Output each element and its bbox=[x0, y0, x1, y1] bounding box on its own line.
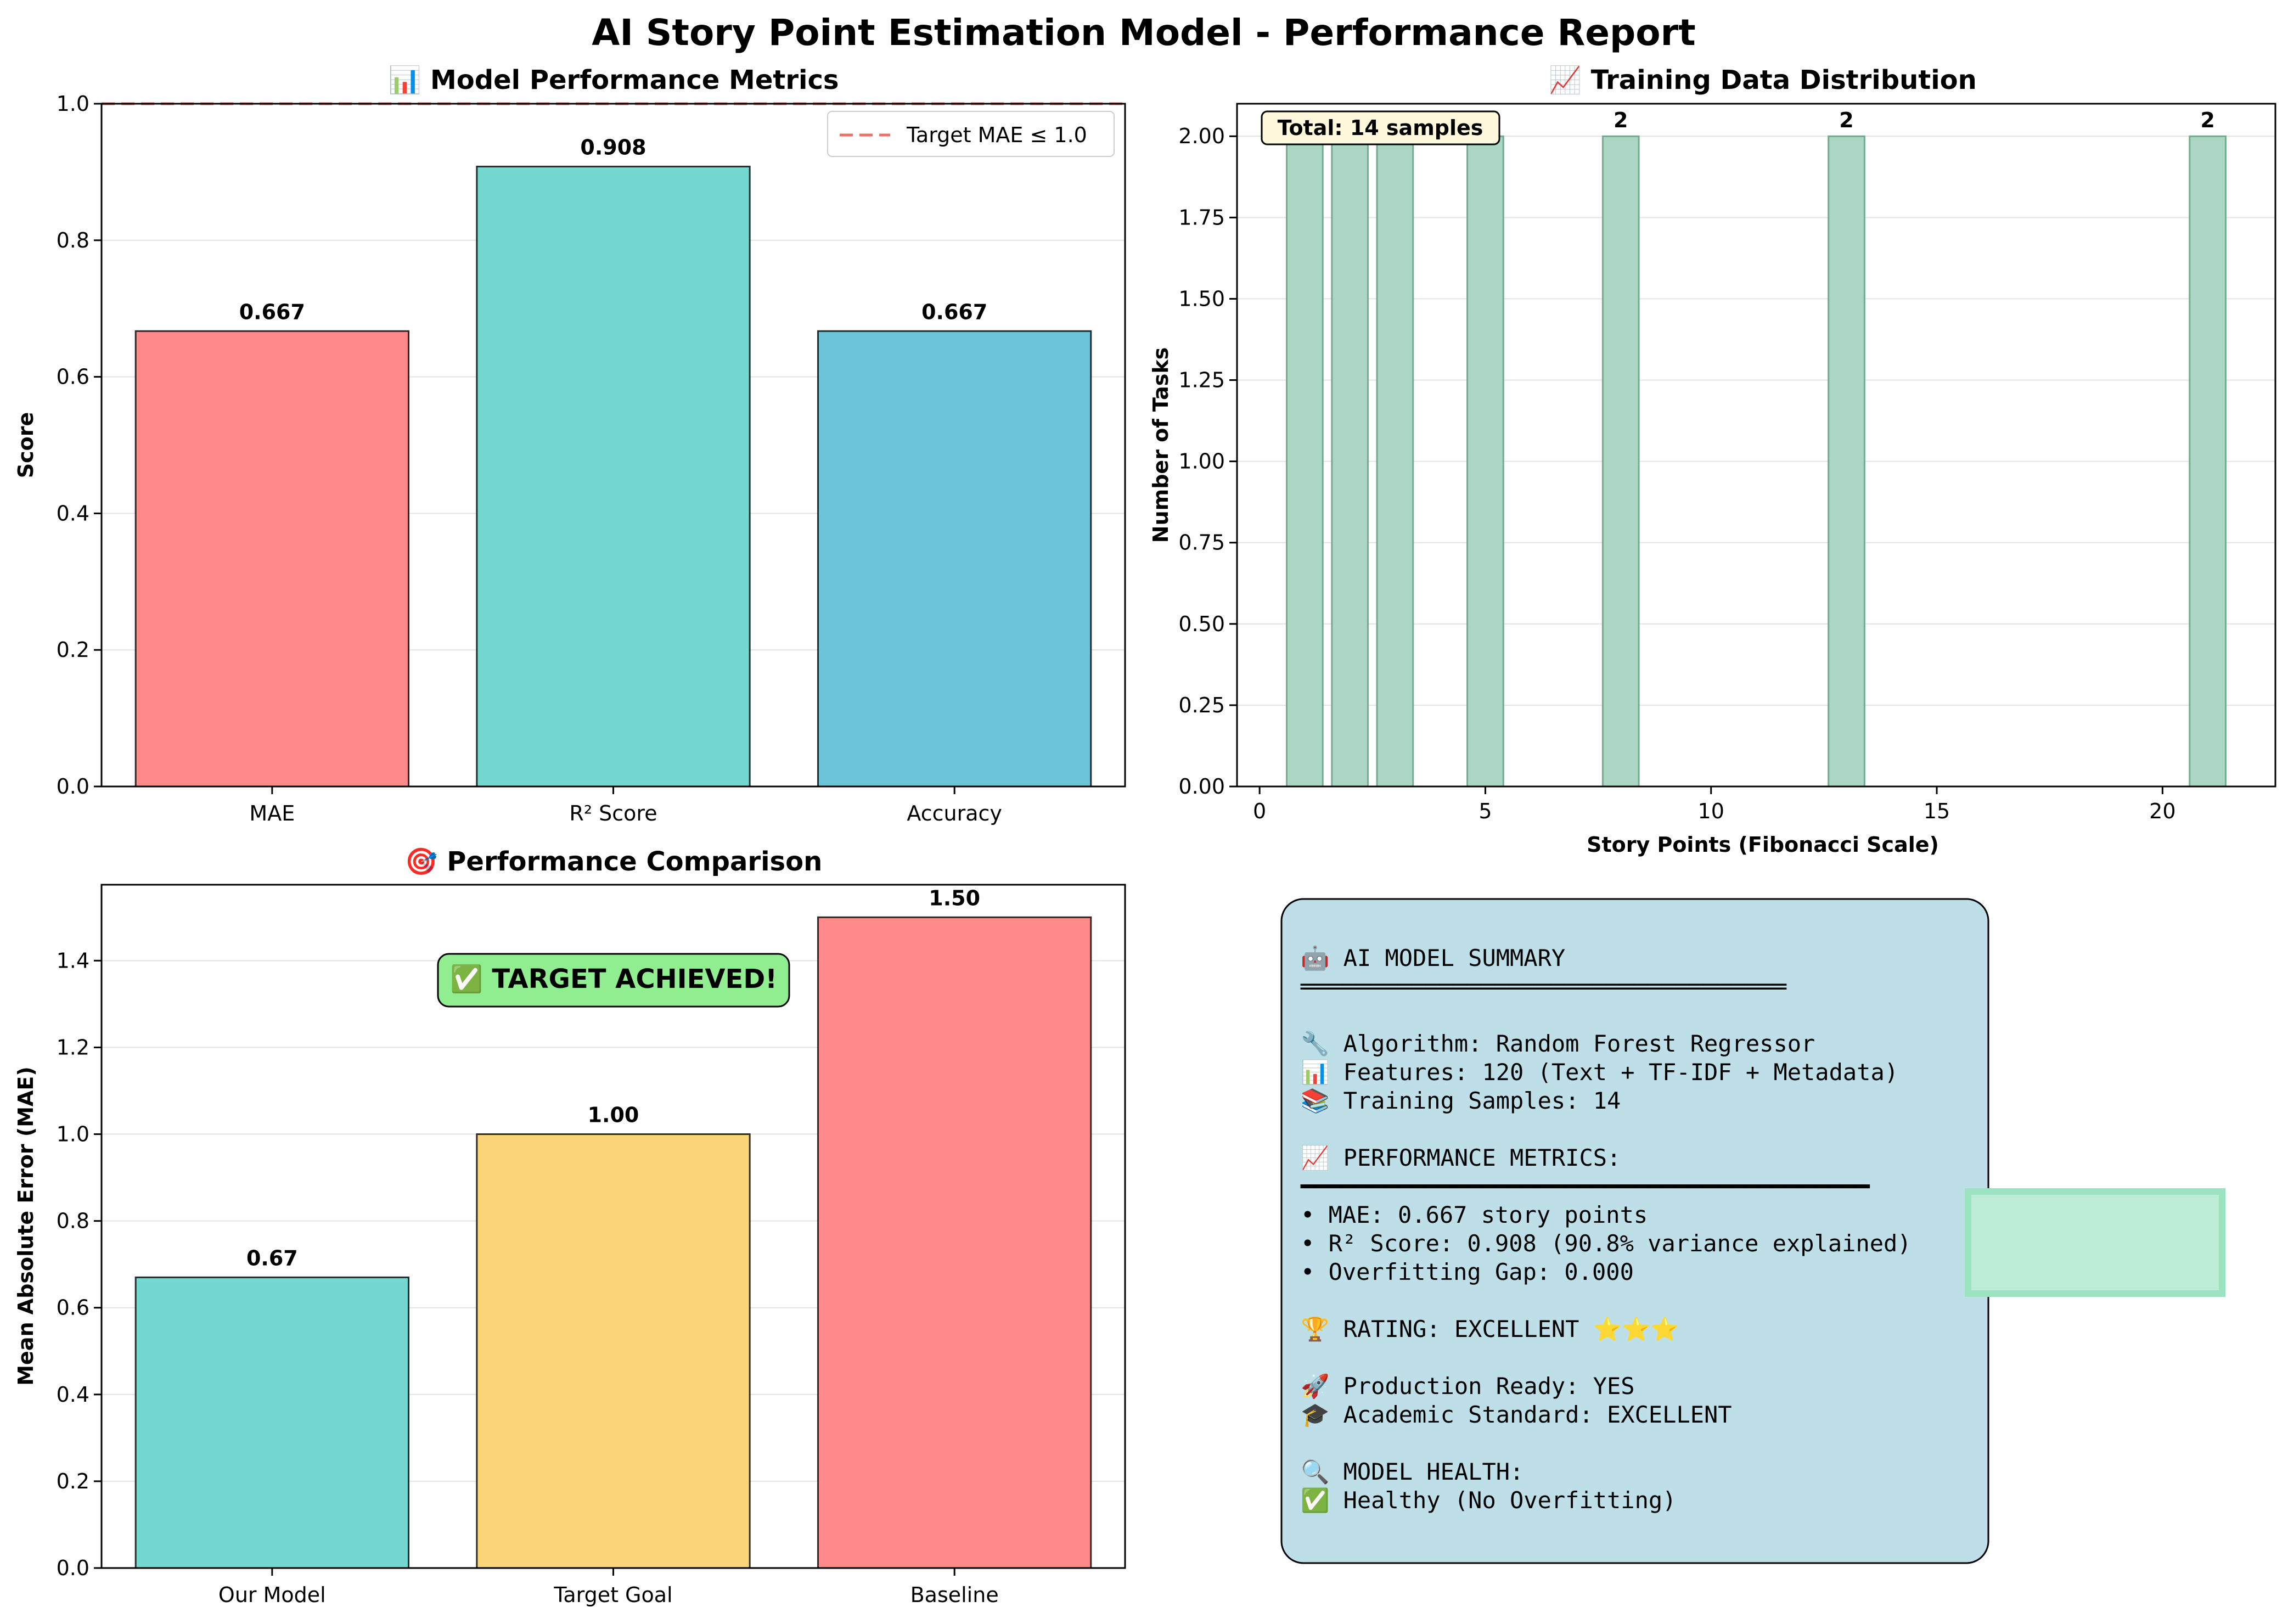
summary-line: ✅ Healthy (No Overfitting) bbox=[1301, 1487, 1676, 1514]
distribution-chart-title: 📈 Training Data Distribution bbox=[1549, 65, 1977, 95]
total-samples-box: Total: 14 samples bbox=[1261, 110, 1500, 145]
distribution-y-tick-label: 0.50 bbox=[1178, 612, 1225, 636]
distribution-bar bbox=[1331, 135, 1369, 788]
comparison-bar bbox=[476, 1133, 751, 1569]
metrics-chart-title: 📊 Model Performance Metrics bbox=[389, 65, 839, 95]
distribution-bar bbox=[1601, 135, 1640, 788]
distribution-bar bbox=[1285, 135, 1324, 788]
summary-line: ═══════════════════════════════════ bbox=[1300, 973, 1787, 1000]
comparison-y-tick-label: 0.8 bbox=[57, 1209, 89, 1233]
distribution-plot-frame bbox=[1236, 103, 2276, 788]
metrics-bar-value-label: 0.667 bbox=[921, 300, 987, 324]
comparison-bar-value-label: 1.00 bbox=[588, 1103, 639, 1127]
comparison-y-tick-label: 0.2 bbox=[57, 1469, 89, 1493]
metrics-y-tick-label: 1.0 bbox=[57, 92, 89, 116]
summary-line: ━━━━━━━━━━━━━━━━━━━━━━━━━━━━━━━━━━━━━━━━… bbox=[1300, 1173, 1870, 1200]
distribution-x-tick-label: 15 bbox=[1924, 799, 1950, 823]
metrics-x-tick-label: R² Score bbox=[569, 801, 657, 825]
distribution-x-axis-label: Story Points (Fibonacci Scale) bbox=[1587, 833, 1939, 857]
distribution-bar bbox=[1828, 135, 1865, 788]
metrics-x-tick-label: Accuracy bbox=[907, 801, 1002, 825]
metrics-y-tick-label: 0.8 bbox=[57, 228, 89, 252]
summary-line: 🎓 Academic Standard: EXCELLENT bbox=[1301, 1401, 1732, 1428]
summary-line: 📚 Training Samples: 14 bbox=[1301, 1087, 1621, 1114]
distribution-y-tick-label: 2.00 bbox=[1178, 124, 1225, 148]
total-samples-label: Total: 14 samples bbox=[1278, 116, 1483, 140]
metrics-chart: 📊 Model Performance Metrics 0.667 0.908 0.… bbox=[14, 65, 1126, 825]
distribution-chart: 📈 Training Data Distribution 2222222 0.0… bbox=[1149, 65, 2276, 857]
summary-line: 📊 Features: 120 (Text + TF-IDF + Metadat… bbox=[1301, 1059, 1898, 1086]
comparison-chart: 🎯 Performance Comparison 0.67 1.00 1.50 0.… bbox=[14, 846, 1126, 1607]
distribution-x-tick-label: 10 bbox=[1698, 799, 1724, 823]
target-achieved-badge: ✅ TARGET ACHIEVED! bbox=[437, 953, 790, 1008]
comparison-y-tick-label: 0.0 bbox=[57, 1556, 89, 1580]
distribution-y-axis-label: Number of Tasks bbox=[1149, 347, 1173, 543]
distribution-y-tick-label: 1.25 bbox=[1178, 368, 1225, 392]
metrics-bar bbox=[134, 330, 410, 788]
metrics-y-tick-label: 0.0 bbox=[57, 774, 89, 799]
summary-line: • R² Score: 0.908 (90.8% variance explai… bbox=[1301, 1230, 1912, 1257]
metrics-y-tick-label: 0.4 bbox=[57, 501, 89, 525]
comparison-x-tick-label: Our Model bbox=[218, 1583, 326, 1607]
metrics-bar-value-label: 0.667 bbox=[239, 300, 305, 324]
summary-line: 🏆 RATING: EXCELLENT ⭐⭐⭐ bbox=[1301, 1316, 1679, 1342]
comparison-x-tick-label: Baseline bbox=[910, 1583, 999, 1607]
distribution-y-tick-label: 1.50 bbox=[1178, 286, 1225, 311]
distribution-bar bbox=[2189, 135, 2227, 788]
comparison-bar bbox=[817, 916, 1092, 1569]
summary-line: 🔍 MODEL HEALTH: bbox=[1301, 1457, 1524, 1485]
distribution-y-tick-label: 1.75 bbox=[1178, 205, 1225, 229]
target-achieved-label: ✅ TARGET ACHIEVED! bbox=[450, 964, 777, 994]
comparison-y-tick-label: 1.0 bbox=[57, 1122, 89, 1147]
distribution-y-tick-label: 0.75 bbox=[1178, 531, 1225, 555]
metrics-legend-label: Target MAE ≤ 1.0 bbox=[906, 123, 1087, 147]
distribution-bar bbox=[1466, 135, 1504, 788]
distribution-x-tick-label: 5 bbox=[1479, 799, 1492, 823]
summary-accent-box bbox=[1965, 1188, 2225, 1297]
metrics-bar bbox=[476, 165, 751, 788]
summary-line: 🤖 AI MODEL SUMMARY bbox=[1301, 945, 1565, 971]
distribution-x-tick-label: 20 bbox=[2149, 799, 2175, 823]
metrics-x-tick-label: MAE bbox=[249, 801, 295, 825]
distribution-bar-value-label: 2 bbox=[1839, 108, 1853, 132]
distribution-y-tick-label: 1.00 bbox=[1178, 449, 1225, 474]
comparison-bar-value-label: 0.67 bbox=[246, 1246, 298, 1270]
summary-line: 🔧 Algorithm: Random Forest Regressor bbox=[1301, 1030, 1815, 1057]
comparison-y-tick-label: 1.4 bbox=[57, 948, 89, 973]
metrics-y-tick-label: 0.2 bbox=[57, 638, 89, 662]
summary-line: 🚀 Production Ready: YES bbox=[1301, 1373, 1635, 1400]
comparison-y-axis-label: Mean Absolute Error (MAE) bbox=[14, 1066, 38, 1386]
metrics-y-tick-label: 0.6 bbox=[57, 365, 89, 389]
summary-line: • MAE: 0.667 story points bbox=[1301, 1201, 1648, 1228]
report-title: AI Story Point Estimation Model - Perfor… bbox=[592, 12, 1696, 54]
distribution-y-tick-label: 0.25 bbox=[1178, 693, 1225, 717]
comparison-x-tick-label: Target Goal bbox=[553, 1583, 672, 1607]
distribution-x-tick-label: 0 bbox=[1253, 799, 1266, 823]
comparison-chart-title: 🎯 Performance Comparison bbox=[405, 846, 823, 877]
metrics-bar bbox=[817, 330, 1092, 788]
distribution-bar bbox=[1376, 135, 1414, 788]
comparison-bar-value-label: 1.50 bbox=[929, 886, 980, 910]
model-summary-panel: 🤖 AI MODEL SUMMARY══════════════════════… bbox=[1280, 898, 2225, 1564]
metrics-bar-value-label: 0.908 bbox=[580, 135, 646, 159]
comparison-y-tick-label: 0.6 bbox=[57, 1296, 89, 1320]
summary-line: • Overfitting Gap: 0.000 bbox=[1301, 1258, 1634, 1285]
distribution-y-tick-label: 0.00 bbox=[1178, 774, 1225, 799]
distribution-bar-value-label: 2 bbox=[1614, 108, 1628, 132]
comparison-y-tick-label: 0.4 bbox=[57, 1383, 89, 1407]
metrics-legend: Target MAE ≤ 1.0 bbox=[827, 111, 1115, 157]
comparison-y-tick-label: 1.2 bbox=[57, 1035, 89, 1059]
distribution-bar-value-label: 2 bbox=[2200, 108, 2214, 132]
comparison-bar bbox=[134, 1276, 410, 1569]
summary-line: 📈 PERFORMANCE METRICS: bbox=[1301, 1144, 1621, 1171]
metrics-y-axis-label: Score bbox=[14, 412, 38, 479]
